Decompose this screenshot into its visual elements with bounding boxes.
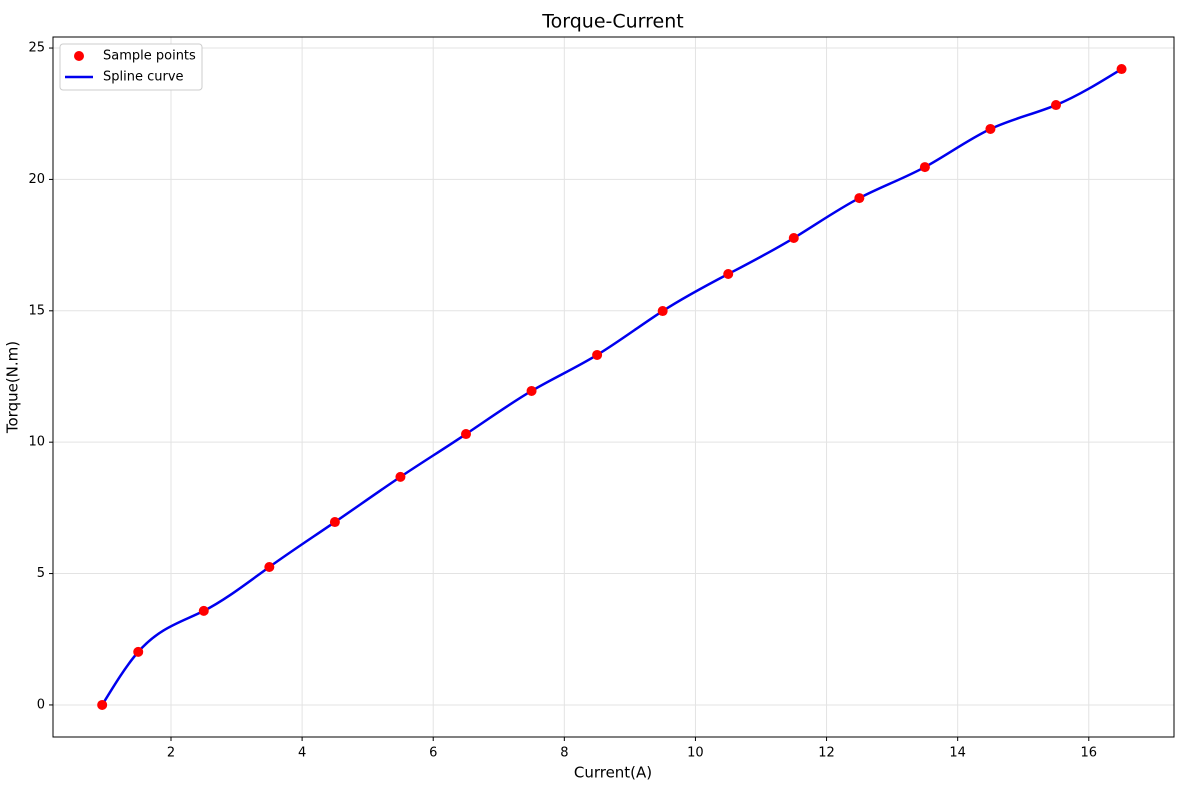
x-tick-label: 14 <box>949 746 966 761</box>
legend-label: Sample points <box>103 49 196 64</box>
y-tick-label: 0 <box>37 697 45 712</box>
x-tick-label: 10 <box>687 746 704 761</box>
y-tick-label: 5 <box>37 566 45 581</box>
y-tick-label: 20 <box>28 172 45 187</box>
x-tick-label: 4 <box>298 746 306 761</box>
sample-point <box>264 561 275 572</box>
sample-point <box>592 349 603 360</box>
sample-point <box>329 517 340 528</box>
sample-point <box>919 162 930 173</box>
y-tick-label: 15 <box>28 303 45 318</box>
plot-frame <box>52 36 1175 738</box>
sample-point <box>198 605 209 616</box>
legend-label: Spline curve <box>103 70 184 85</box>
legend-marker <box>74 51 84 61</box>
sample-point <box>526 385 537 396</box>
x-tick-label: 6 <box>429 746 437 761</box>
sample-point <box>97 699 108 710</box>
sample-point <box>985 123 996 134</box>
x-tick-label: 12 <box>818 746 835 761</box>
y-tick-label: 10 <box>28 435 45 450</box>
legend-box <box>59 43 203 91</box>
sample-point <box>461 429 471 440</box>
sample-point <box>1051 100 1061 111</box>
x-tick-label: 16 <box>1081 746 1098 761</box>
x-axis-label: Current(A) <box>574 764 652 782</box>
sample-point <box>657 306 668 317</box>
x-tick-label: 8 <box>560 746 568 761</box>
sample-point <box>723 269 734 280</box>
chart-title: Torque-Current <box>541 11 684 33</box>
y-axis-label: Torque(N.m) <box>4 341 22 434</box>
x-tick-label: 2 <box>167 746 175 761</box>
sample-point <box>788 233 799 244</box>
sample-point <box>1116 64 1127 75</box>
sample-point <box>395 471 406 482</box>
sample-point <box>854 193 865 204</box>
sample-point <box>133 646 144 657</box>
y-tick-label: 25 <box>28 41 45 56</box>
